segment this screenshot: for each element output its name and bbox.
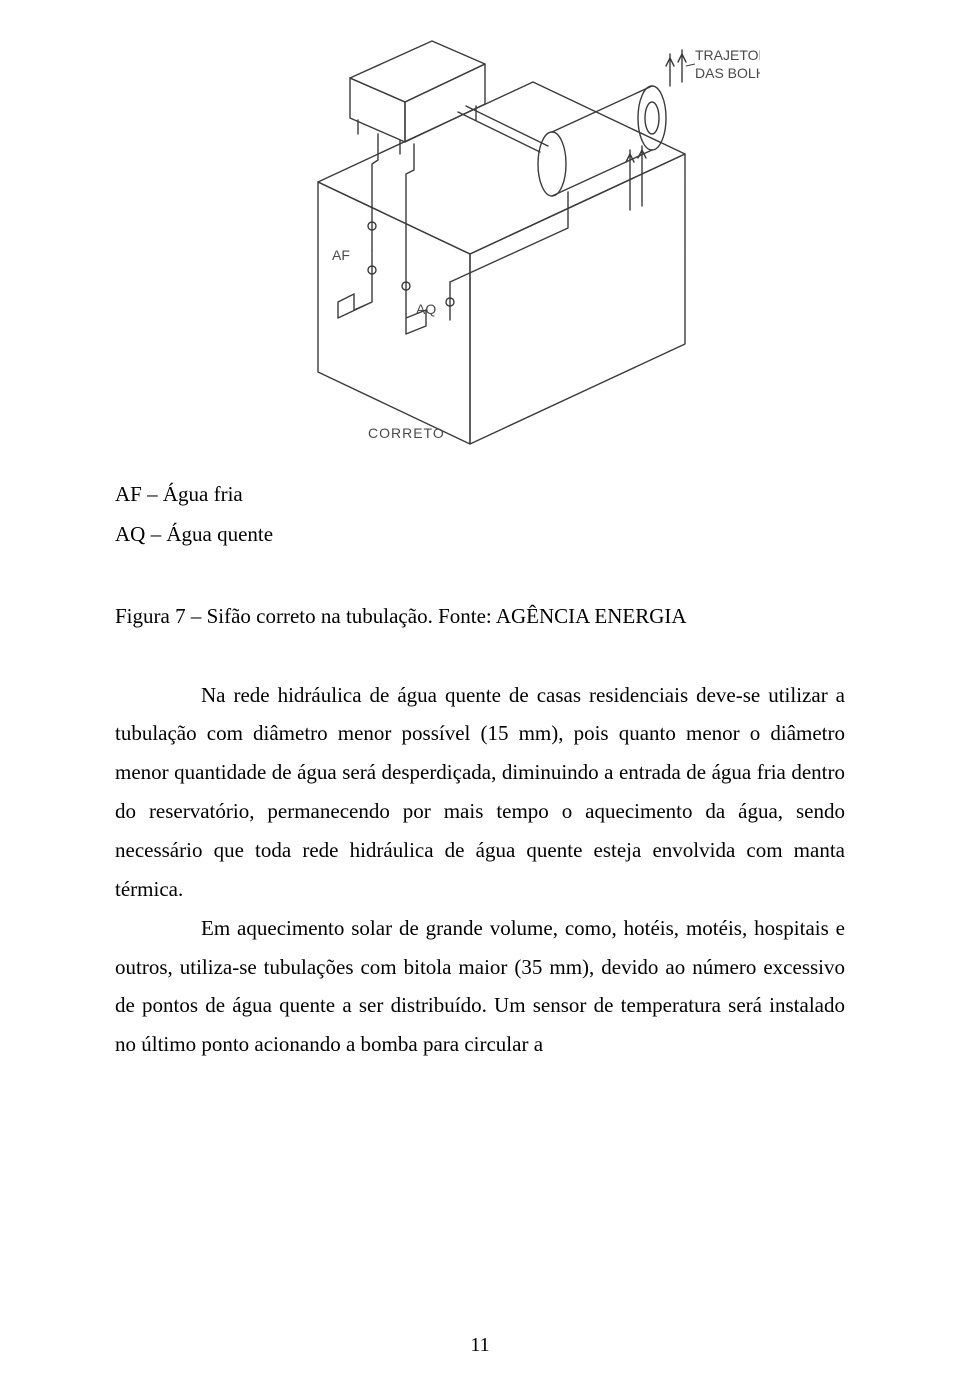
label-af: AF — [332, 247, 350, 263]
diagram-figure: TRAJETORIA DAS BOLHAS AF AQ CORRETO — [200, 14, 760, 454]
page: TRAJETORIA DAS BOLHAS AF AQ CORRETO AF –… — [0, 0, 960, 1391]
paragraph-1: Na rede hidráulica de água quente de cas… — [115, 676, 845, 909]
figure-container: TRAJETORIA DAS BOLHAS AF AQ CORRETO — [115, 0, 845, 459]
legend-af: AF – Água fria — [115, 475, 845, 515]
label-trajetoria-1: TRAJETORIA — [695, 47, 760, 63]
page-number: 11 — [0, 1334, 960, 1357]
legend-aq: AQ – Água quente — [115, 515, 845, 555]
label-correto: CORRETO — [368, 425, 445, 441]
figure-caption: Figura 7 – Sifão correto na tubulação. F… — [115, 597, 845, 636]
body-text: Na rede hidráulica de água quente de cas… — [115, 676, 845, 1064]
paragraph-2: Em aquecimento solar de grande volume, c… — [115, 909, 845, 1064]
label-aq: AQ — [416, 301, 436, 317]
figure-legend: AF – Água fria AQ – Água quente — [115, 475, 845, 555]
label-trajetoria-2: DAS BOLHAS — [695, 65, 760, 81]
